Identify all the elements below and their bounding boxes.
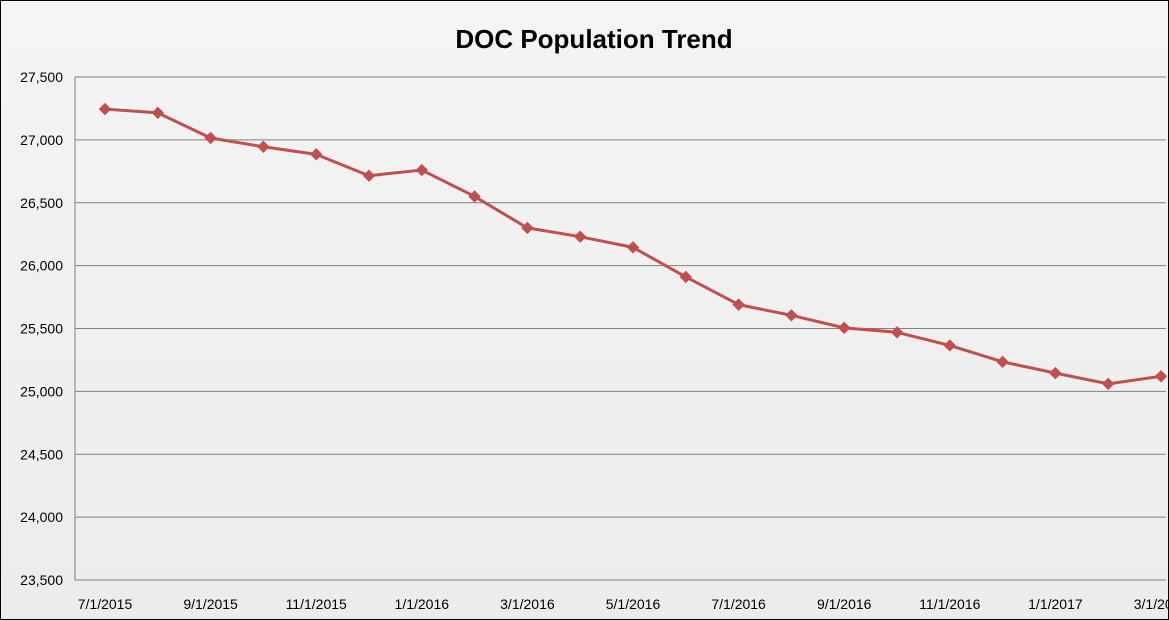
x-tick-label: 11/1/2015 (286, 596, 347, 612)
data-point-marker (204, 131, 217, 145)
x-tick-label: 7/1/2016 (711, 596, 766, 612)
x-tick-label: 3/1/2016 (500, 596, 555, 612)
x-tick-label: 9/1/2015 (183, 596, 238, 612)
y-tick-label: 23,500 (20, 572, 63, 588)
data-point-marker (890, 326, 904, 339)
data-point-marker (151, 106, 165, 120)
x-tick-label: 3/1/2017 (1134, 596, 1169, 612)
y-tick-label: 24,500 (20, 446, 63, 462)
series-population (98, 102, 1168, 391)
x-tick-label: 1/1/2017 (1028, 596, 1083, 612)
x-tick-label: 5/1/2016 (606, 596, 661, 612)
data-point-marker (996, 355, 1009, 369)
chart-title: DOC Population Trend (455, 24, 732, 54)
data-point-marker (309, 148, 323, 161)
data-point-marker (362, 169, 376, 182)
data-point-marker (257, 140, 270, 153)
data-point-marker (679, 270, 693, 284)
y-tick-label: 26,500 (20, 195, 63, 211)
data-point-marker (626, 241, 640, 254)
data-point-marker (837, 321, 851, 335)
data-point-marker (1101, 377, 1115, 391)
y-tick-label: 25,500 (20, 321, 63, 337)
y-tick-label: 24,000 (20, 509, 63, 525)
x-tick-label: 1/1/2016 (395, 596, 450, 612)
data-point-marker (573, 230, 587, 243)
data-point-marker (943, 339, 957, 352)
data-point-marker (521, 221, 534, 235)
data-point-marker (1049, 366, 1062, 380)
data-point-marker (98, 102, 112, 116)
data-point-marker (732, 298, 745, 311)
x-tick-label: 9/1/2016 (817, 596, 872, 612)
data-point-marker (468, 190, 481, 203)
y-axis: 23,500 24,000 24,500 25,000 25,500 26,000 26,5… (20, 69, 76, 588)
x-tick-label: 11/1/2016 (919, 596, 980, 612)
data-point-marker (1154, 370, 1168, 383)
y-tick-label: 27,000 (20, 132, 63, 148)
x-tick-label: 7/1/2015 (78, 596, 133, 612)
grid-lines (75, 76, 1166, 581)
data-point-marker (415, 163, 429, 177)
data-point-marker (785, 309, 798, 322)
y-tick-label: 25,000 (20, 383, 63, 399)
y-tick-label: 27,500 (20, 69, 63, 85)
x-axis: 7/1/2015 9/1/2015 11/1/2015 1/1/2016 3/1/201… (75, 579, 1169, 612)
y-tick-label: 26,000 (20, 258, 63, 274)
